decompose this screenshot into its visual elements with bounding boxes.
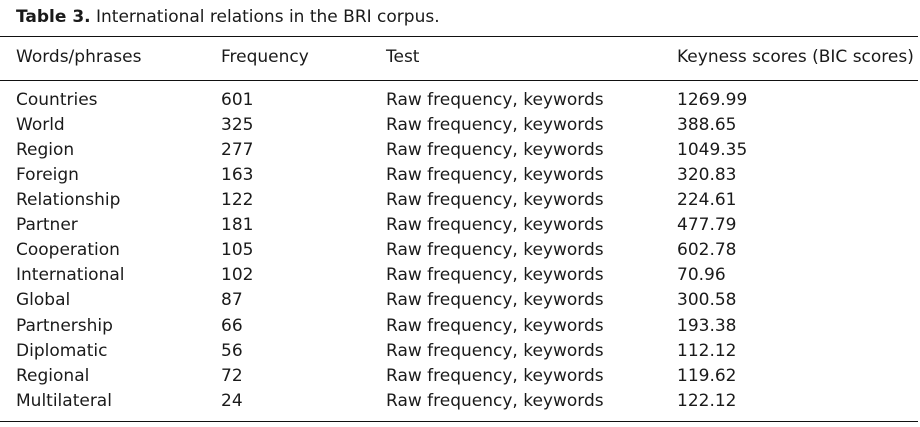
cell-frequency: 87	[221, 290, 243, 310]
cell-test: Raw frequency, keywords	[386, 190, 604, 210]
header-frequency: Frequency	[221, 47, 309, 67]
table-row: International 102 Raw frequency, keyword…	[16, 263, 916, 288]
cell-word: Region	[16, 140, 75, 160]
cell-word: Regional	[16, 366, 90, 386]
cell-word: Countries	[16, 90, 98, 110]
cell-word: World	[16, 115, 65, 135]
cell-keyness: 1269.99	[677, 90, 748, 110]
cell-frequency: 277	[221, 140, 254, 160]
cell-test: Raw frequency, keywords	[386, 290, 604, 310]
table-row: Partner 181 Raw frequency, keywords 477.…	[16, 213, 916, 238]
table-row: Countries 601 Raw frequency, keywords 12…	[16, 88, 916, 113]
header-words: Words/phrases	[16, 47, 142, 67]
cell-test: Raw frequency, keywords	[386, 366, 604, 386]
table-caption-label: Table 3.	[16, 7, 91, 27]
cell-test: Raw frequency, keywords	[386, 165, 604, 185]
table-caption: Table 3. International relations in the …	[16, 6, 440, 28]
cell-keyness: 112.12	[677, 341, 737, 361]
cell-word: Cooperation	[16, 240, 120, 260]
header-keyness: Keyness scores (BIC scores)	[677, 47, 914, 67]
cell-keyness: 388.65	[677, 115, 737, 135]
cell-word: Foreign	[16, 165, 79, 185]
cell-test: Raw frequency, keywords	[386, 140, 604, 160]
cell-frequency: 105	[221, 240, 254, 260]
table-row: Relationship 122 Raw frequency, keywords…	[16, 188, 916, 213]
cell-word: Partnership	[16, 316, 113, 336]
cell-test: Raw frequency, keywords	[386, 115, 604, 135]
table-row: Multilateral 24 Raw frequency, keywords …	[16, 389, 916, 414]
cell-frequency: 325	[221, 115, 254, 135]
cell-test: Raw frequency, keywords	[386, 341, 604, 361]
cell-frequency: 601	[221, 90, 254, 110]
cell-frequency: 72	[221, 366, 243, 386]
table-row: Partnership 66 Raw frequency, keywords 1…	[16, 314, 916, 339]
cell-keyness: 70.96	[677, 265, 726, 285]
cell-frequency: 181	[221, 215, 254, 235]
cell-frequency: 122	[221, 190, 254, 210]
table-row: Foreign 163 Raw frequency, keywords 320.…	[16, 163, 916, 188]
table-row: Diplomatic 56 Raw frequency, keywords 11…	[16, 339, 916, 364]
table-row: World 325 Raw frequency, keywords 388.65	[16, 113, 916, 138]
cell-test: Raw frequency, keywords	[386, 265, 604, 285]
cell-test: Raw frequency, keywords	[386, 90, 604, 110]
table-caption-text: International relations in the BRI corpu…	[96, 7, 440, 27]
cell-word: Partner	[16, 215, 78, 235]
table-row: Regional 72 Raw frequency, keywords 119.…	[16, 364, 916, 389]
cell-keyness: 119.62	[677, 366, 737, 386]
cell-test: Raw frequency, keywords	[386, 316, 604, 336]
cell-test: Raw frequency, keywords	[386, 240, 604, 260]
cell-keyness: 1049.35	[677, 140, 748, 160]
table-header-rule	[0, 80, 918, 81]
cell-keyness: 320.83	[677, 165, 737, 185]
cell-frequency: 24	[221, 391, 243, 411]
header-test: Test	[386, 47, 420, 67]
cell-frequency: 102	[221, 265, 254, 285]
cell-frequency: 56	[221, 341, 243, 361]
cell-keyness: 477.79	[677, 215, 737, 235]
cell-frequency: 163	[221, 165, 254, 185]
table-bottom-rule	[0, 421, 918, 423]
cell-keyness: 122.12	[677, 391, 737, 411]
cell-keyness: 224.61	[677, 190, 737, 210]
cell-test: Raw frequency, keywords	[386, 215, 604, 235]
table-row: Region 277 Raw frequency, keywords 1049.…	[16, 138, 916, 163]
cell-keyness: 300.58	[677, 290, 737, 310]
cell-word: Diplomatic	[16, 341, 108, 361]
cell-word: Global	[16, 290, 71, 310]
table-header-row: Words/phrases Frequency Test Keyness sco…	[16, 45, 916, 70]
cell-frequency: 66	[221, 316, 243, 336]
table-top-rule	[0, 36, 918, 38]
cell-word: Relationship	[16, 190, 121, 210]
cell-test: Raw frequency, keywords	[386, 391, 604, 411]
cell-word: Multilateral	[16, 391, 112, 411]
cell-word: International	[16, 265, 125, 285]
table-row: Global 87 Raw frequency, keywords 300.58	[16, 288, 916, 313]
cell-keyness: 193.38	[677, 316, 737, 336]
table-row: Cooperation 105 Raw frequency, keywords …	[16, 238, 916, 263]
cell-keyness: 602.78	[677, 240, 737, 260]
